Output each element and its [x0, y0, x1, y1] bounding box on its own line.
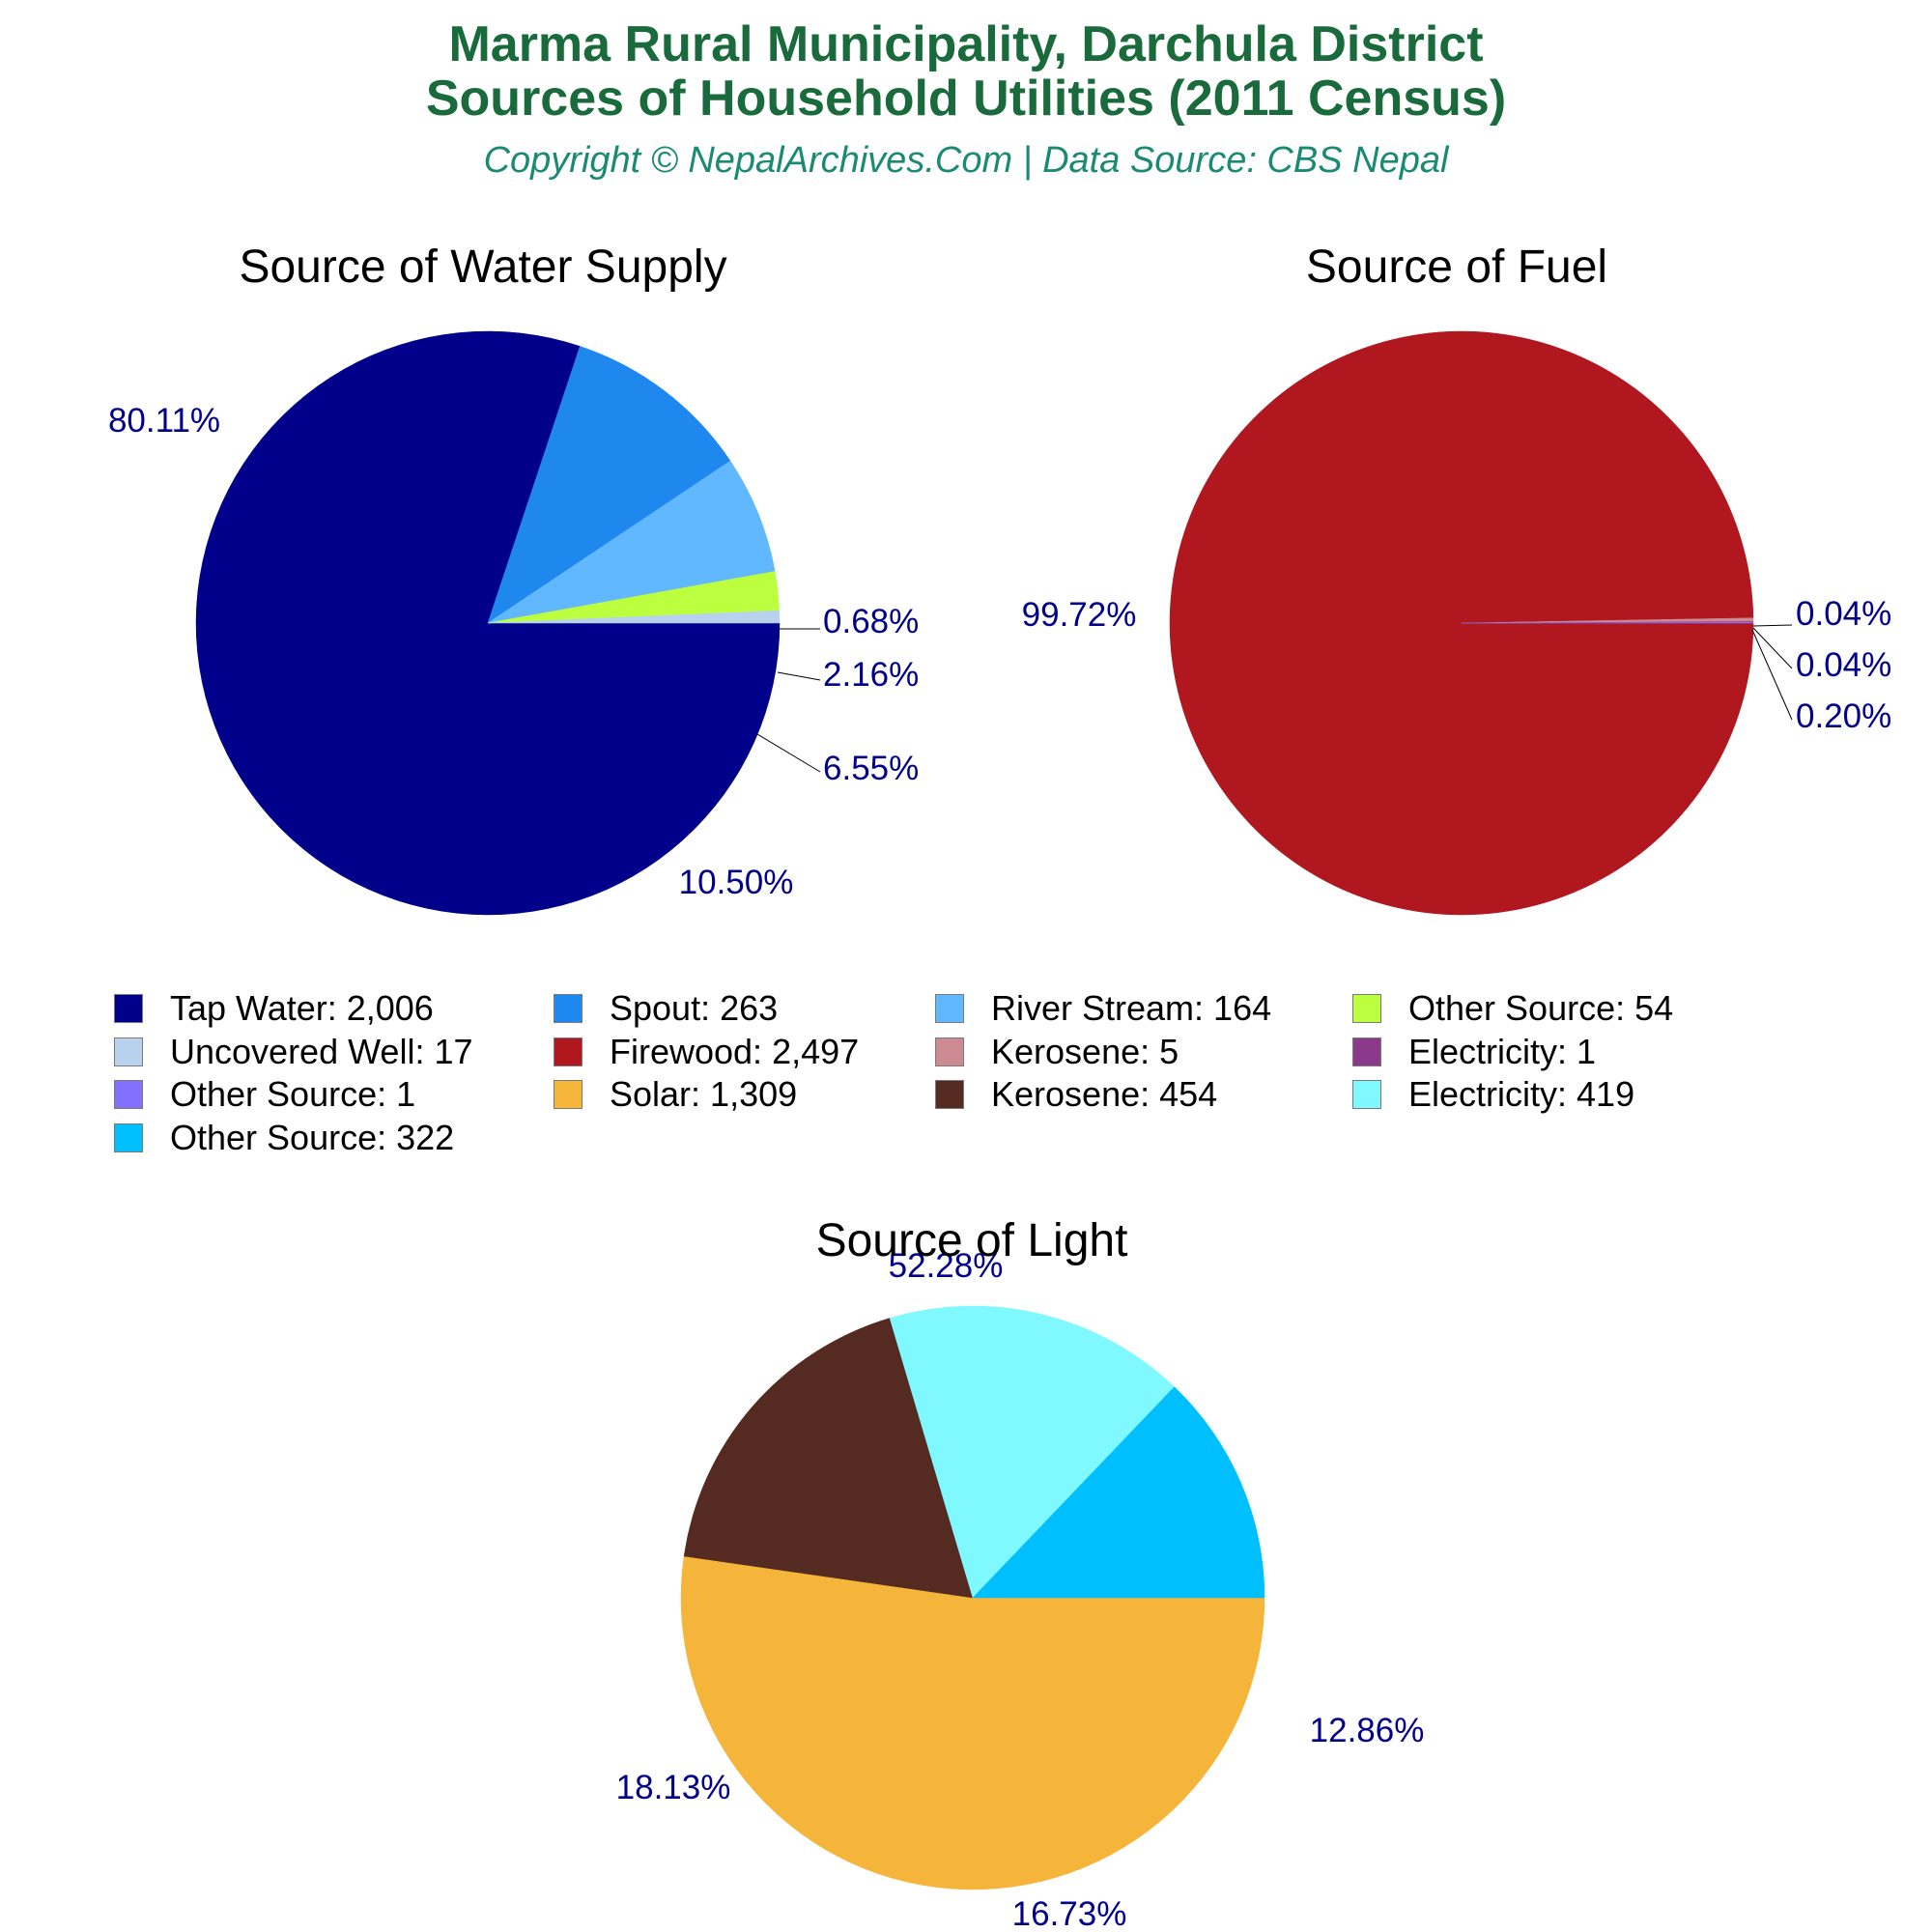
- light-chart-title: Source of Light: [816, 1215, 1128, 1266]
- legend-item: Firewood: 2,497: [554, 1031, 859, 1073]
- pie-slice: [487, 346, 731, 624]
- legend-label: Tap Water: 2,006: [170, 988, 434, 1028]
- water-supply-chart-title: Source of Water Supply: [239, 242, 726, 293]
- legend-label: River Stream: 164: [991, 988, 1272, 1028]
- pie-slice: [889, 1305, 1176, 1599]
- pie-slice: [487, 610, 781, 624]
- slice-percent-label: 99.72%: [1022, 596, 1137, 634]
- pie-slice: [1461, 621, 1754, 624]
- legend-swatch: [554, 1080, 582, 1109]
- legend-swatch: [1352, 1037, 1381, 1066]
- legend-label: Electricity: 419: [1408, 1074, 1635, 1114]
- pie-slice: [683, 1318, 974, 1599]
- slice-percent-label: 0.68%: [823, 603, 919, 640]
- legend-label: Solar: 1,309: [610, 1074, 798, 1114]
- legend-item: Kerosene: 5: [935, 1031, 1179, 1073]
- slice-percent-label: 80.11%: [108, 402, 220, 440]
- label-leader-line: [1752, 624, 1793, 627]
- fuel-chart-title: Source of Fuel: [1306, 242, 1607, 293]
- slice-percent-label: 0.04%: [1796, 646, 1891, 684]
- legend-item: Electricity: 419: [1352, 1073, 1634, 1116]
- fuel-pie-chart: 99.72% 0.20% 0.04% 0.04% Source of Fuel: [1022, 242, 1891, 916]
- label-leader-line: [1751, 629, 1793, 721]
- slice-percent-label: 0.20%: [1796, 697, 1891, 735]
- legend-swatch: [935, 1080, 964, 1109]
- pie-slice: [680, 1555, 1265, 1890]
- legend-label: Kerosene: 5: [991, 1031, 1179, 1071]
- legend-item: Kerosene: 454: [935, 1073, 1217, 1116]
- label-leader-line: [756, 733, 821, 773]
- slice-percent-label: 10.50%: [679, 864, 794, 901]
- main-title-line-1: Marma Rural Municipality, Darchula Distr…: [448, 16, 1484, 72]
- legend-swatch: [935, 994, 964, 1023]
- copyright-subtitle: Copyright © NepalArchives.Com | Data Sou…: [483, 140, 1449, 181]
- legend-item: Uncovered Well: 17: [114, 1031, 473, 1073]
- slice-percent-label: 2.16%: [823, 656, 919, 694]
- chart-header: Marma Rural Municipality, Darchula Distr…: [0, 0, 1932, 182]
- legend-label: Electricity: 1: [1408, 1031, 1597, 1071]
- legend-swatch: [554, 1037, 582, 1066]
- label-leader-line: [1752, 627, 1793, 669]
- main-title-line-2: Sources of Household Utilities (2011 Cen…: [425, 71, 1507, 127]
- legend-item: River Stream: 164: [935, 987, 1271, 1030]
- legend-label: Kerosene: 454: [991, 1074, 1218, 1114]
- legend-item: Other Source: 1: [114, 1073, 415, 1116]
- slice-percent-label: 12.86%: [1310, 1712, 1425, 1749]
- legend-swatch: [1352, 994, 1381, 1023]
- legend-item: Other Source: 54: [1352, 987, 1673, 1030]
- water-supply-pie-chart: 80.11% 10.50% 6.55% 2.16% 0.68% Source of Wat…: [108, 242, 919, 916]
- legend-swatch: [554, 994, 582, 1023]
- legend-label: Uncovered Well: 17: [170, 1031, 473, 1071]
- label-leader-line: [777, 671, 821, 681]
- legend-swatch: [935, 1037, 964, 1066]
- legend-label: Spout: 263: [610, 988, 779, 1028]
- legend-swatch: [1352, 1080, 1381, 1109]
- legend-label: Other Source: 322: [170, 1117, 455, 1157]
- legend-label: Other Source: 1: [170, 1074, 416, 1114]
- legend-label: Other Source: 54: [1408, 988, 1674, 1028]
- legend-item: Tap Water: 2,006: [114, 987, 434, 1030]
- slice-percent-label: 0.04%: [1796, 595, 1891, 633]
- legend-swatch: [114, 1080, 143, 1109]
- pie-slice: [487, 460, 776, 624]
- slice-percent-label: 52.28%: [889, 1247, 1004, 1285]
- legend-item: Other Source: 322: [114, 1117, 454, 1159]
- legend-item: Solar: 1,309: [554, 1073, 797, 1116]
- slice-percent-label: 6.55%: [823, 750, 919, 787]
- legend-item: Spout: 263: [554, 987, 778, 1030]
- legend-swatch: [114, 1037, 143, 1066]
- slice-percent-label: 18.13%: [616, 1769, 731, 1806]
- slice-percent-label: 16.73%: [1012, 1895, 1127, 1932]
- legend-swatch: [114, 1122, 143, 1152]
- light-pie-chart: 52.28% 18.13% 16.73% 12.86% Source of Light: [616, 1215, 1425, 1932]
- pie-slice: [972, 1386, 1265, 1599]
- legend-item: Electricity: 1: [1352, 1031, 1596, 1073]
- legend-label: Firewood: 2,497: [610, 1031, 860, 1071]
- legend-swatch: [114, 994, 143, 1023]
